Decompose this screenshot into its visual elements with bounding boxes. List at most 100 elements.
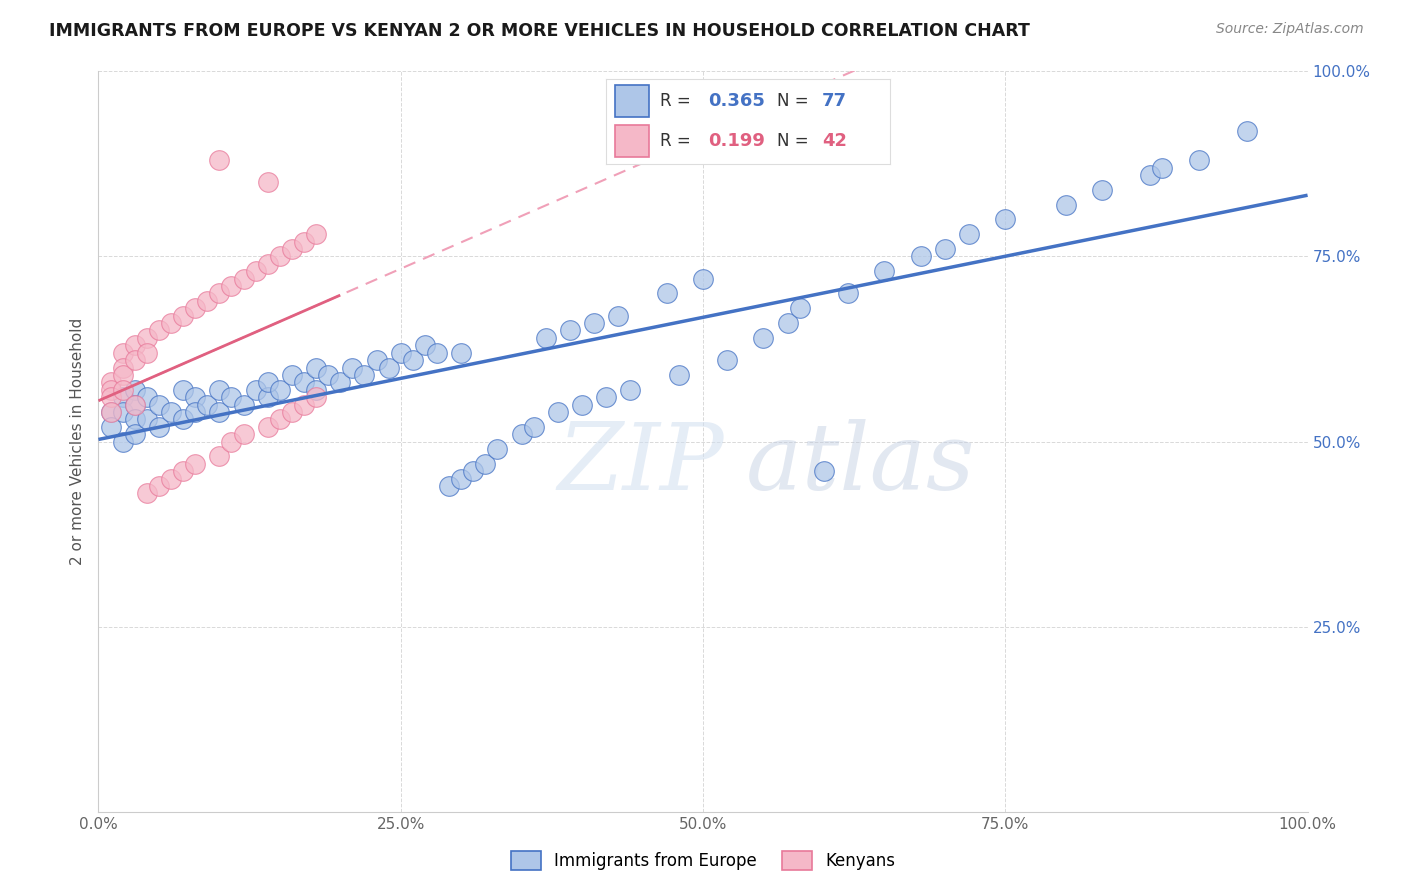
Point: [305, 227, 328, 242]
Point: [269, 412, 291, 426]
Point: [135, 412, 157, 426]
Point: [195, 398, 218, 412]
Point: [124, 398, 146, 412]
Point: [135, 331, 157, 345]
Point: [437, 479, 460, 493]
Point: [510, 427, 533, 442]
Point: [957, 227, 980, 242]
Point: [100, 405, 122, 419]
Point: [124, 412, 146, 426]
Point: [910, 250, 932, 264]
Point: [184, 301, 207, 316]
Point: [245, 264, 267, 278]
Point: [135, 345, 157, 359]
Point: [776, 316, 799, 330]
Point: [402, 353, 425, 368]
Point: [595, 390, 617, 404]
Point: [413, 338, 436, 352]
Point: [124, 338, 146, 352]
Point: [1152, 161, 1174, 175]
Point: [281, 368, 304, 382]
Point: [342, 360, 364, 375]
Point: [111, 345, 134, 359]
Point: [292, 235, 315, 249]
Point: [160, 471, 183, 485]
Point: [1236, 123, 1258, 137]
Point: [547, 405, 569, 419]
Point: [100, 419, 122, 434]
Point: [256, 257, 278, 271]
Point: [1091, 183, 1114, 197]
Point: [353, 368, 375, 382]
Point: [184, 405, 207, 419]
Point: [305, 390, 328, 404]
Text: Source: ZipAtlas.com: Source: ZipAtlas.com: [1216, 22, 1364, 37]
Point: [474, 457, 496, 471]
Point: [281, 242, 304, 256]
Point: [450, 471, 472, 485]
Point: [111, 368, 134, 382]
Point: [789, 301, 811, 316]
Point: [377, 360, 399, 375]
Point: [208, 153, 231, 168]
Point: [934, 242, 956, 256]
Point: [100, 376, 122, 390]
Point: [135, 486, 157, 500]
Point: [1054, 197, 1077, 211]
Point: [292, 376, 315, 390]
Point: [716, 353, 738, 368]
Point: [366, 353, 388, 368]
Text: IMMIGRANTS FROM EUROPE VS KENYAN 2 OR MORE VEHICLES IN HOUSEHOLD CORRELATION CHA: IMMIGRANTS FROM EUROPE VS KENYAN 2 OR MO…: [49, 22, 1031, 40]
Point: [316, 368, 339, 382]
Point: [523, 419, 546, 434]
Point: [752, 331, 775, 345]
Point: [256, 376, 278, 390]
Point: [148, 324, 170, 338]
Point: [1188, 153, 1211, 168]
Point: [692, 271, 714, 285]
Point: [124, 383, 146, 397]
Point: [221, 390, 243, 404]
Point: [124, 398, 146, 412]
Point: [463, 464, 485, 478]
Point: [208, 405, 231, 419]
Point: [124, 353, 146, 368]
Point: [172, 464, 194, 478]
Y-axis label: 2 or more Vehicles in Household: 2 or more Vehicles in Household: [70, 318, 86, 566]
Point: [305, 383, 328, 397]
Point: [389, 345, 412, 359]
Point: [148, 419, 170, 434]
Point: [232, 271, 254, 285]
Point: [111, 405, 134, 419]
Point: [813, 464, 835, 478]
Point: [111, 383, 134, 397]
Text: atlas: atlas: [745, 418, 974, 508]
Point: [184, 390, 207, 404]
Point: [184, 457, 207, 471]
Point: [208, 450, 231, 464]
Point: [172, 309, 194, 323]
Point: [160, 316, 183, 330]
Point: [1139, 168, 1161, 182]
Point: [873, 264, 896, 278]
Point: [269, 383, 291, 397]
Point: [100, 390, 122, 404]
Point: [558, 324, 581, 338]
Point: [426, 345, 449, 359]
Point: [256, 419, 278, 434]
Point: [111, 434, 134, 449]
Point: [100, 405, 122, 419]
Point: [111, 360, 134, 375]
Point: [269, 250, 291, 264]
Point: [668, 368, 690, 382]
Point: [329, 376, 352, 390]
Point: [124, 427, 146, 442]
Point: [281, 405, 304, 419]
Point: [245, 383, 267, 397]
Point: [305, 360, 328, 375]
Point: [837, 286, 859, 301]
Point: [195, 293, 218, 308]
Legend: Immigrants from Europe, Kenyans: Immigrants from Europe, Kenyans: [505, 844, 901, 877]
Point: [607, 309, 630, 323]
Point: [486, 442, 509, 456]
